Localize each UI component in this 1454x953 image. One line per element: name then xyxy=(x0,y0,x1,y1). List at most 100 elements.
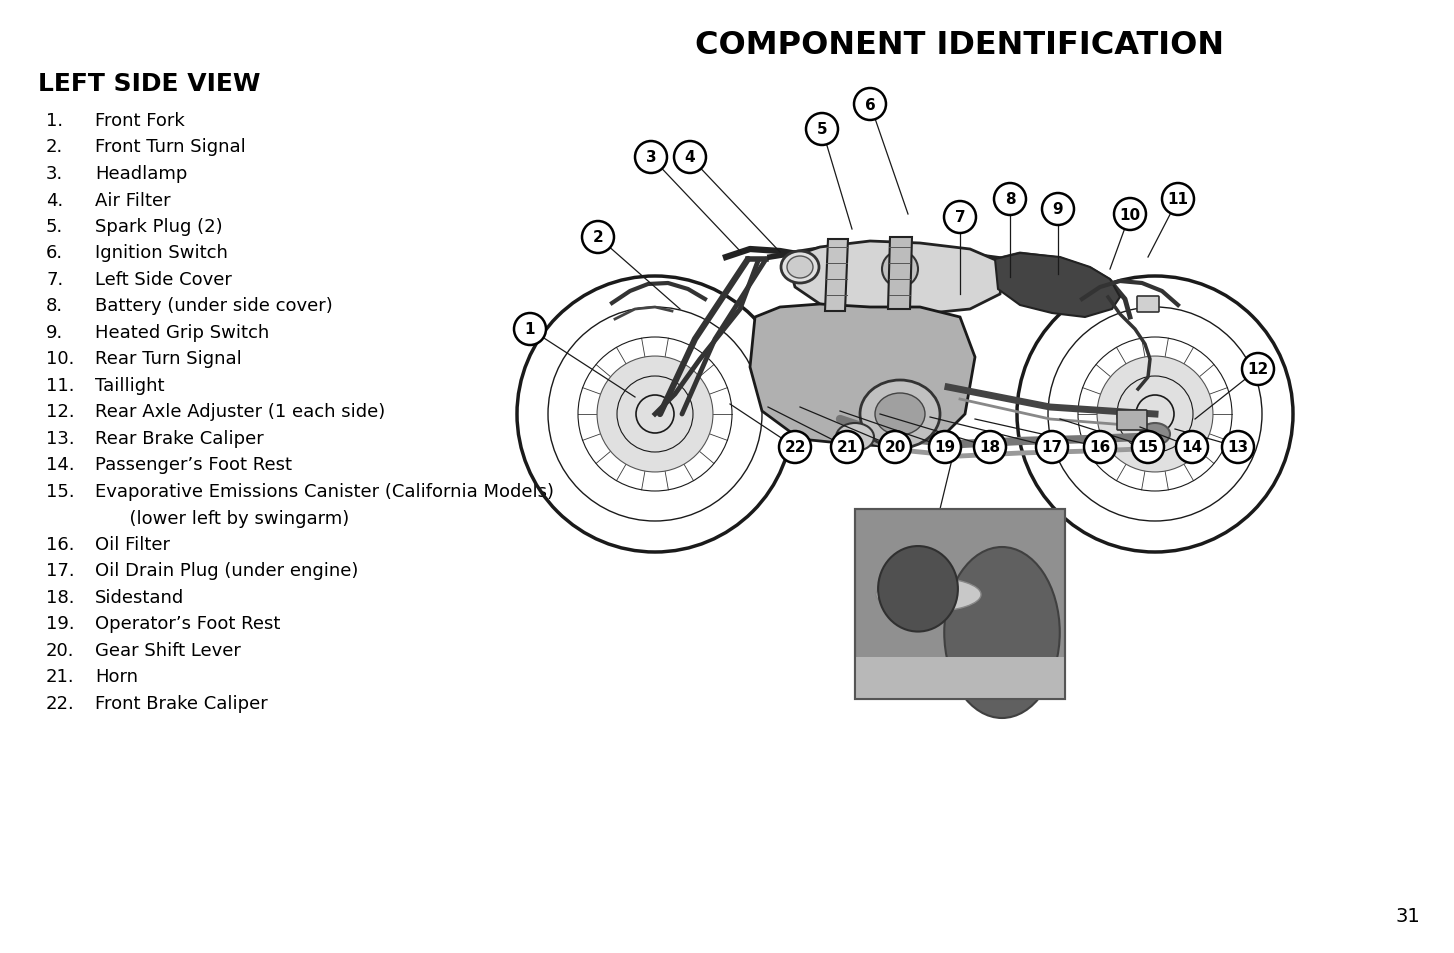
Text: 2.: 2. xyxy=(47,138,64,156)
Text: Ignition Switch: Ignition Switch xyxy=(95,244,228,262)
Circle shape xyxy=(1242,354,1274,386)
Text: 5: 5 xyxy=(817,122,827,137)
Text: 4.: 4. xyxy=(47,192,64,210)
Text: 7: 7 xyxy=(955,211,965,225)
Text: (lower left by swingarm): (lower left by swingarm) xyxy=(95,509,349,527)
Ellipse shape xyxy=(875,394,925,436)
Ellipse shape xyxy=(859,380,939,449)
Text: Evaporative Emissions Canister (California Models): Evaporative Emissions Canister (Californ… xyxy=(95,482,554,500)
Text: 11.: 11. xyxy=(47,376,74,395)
Circle shape xyxy=(974,432,1006,463)
Text: 14.: 14. xyxy=(47,456,74,474)
Text: 1: 1 xyxy=(525,322,535,337)
Text: 7.: 7. xyxy=(47,271,64,289)
Text: Passenger’s Foot Rest: Passenger’s Foot Rest xyxy=(95,456,292,474)
Text: 1.: 1. xyxy=(47,112,63,130)
Text: 16: 16 xyxy=(1089,440,1111,455)
Polygon shape xyxy=(750,305,976,448)
Text: 2: 2 xyxy=(593,231,603,245)
Text: 6: 6 xyxy=(865,97,875,112)
Circle shape xyxy=(779,432,811,463)
Text: 10.: 10. xyxy=(47,350,74,368)
Circle shape xyxy=(1114,199,1146,231)
Text: Rear Brake Caliper: Rear Brake Caliper xyxy=(95,430,263,448)
Text: Spark Plug (2): Spark Plug (2) xyxy=(95,218,222,235)
Text: LEFT SIDE VIEW: LEFT SIDE VIEW xyxy=(38,71,260,96)
Circle shape xyxy=(1221,432,1253,463)
Text: 16.: 16. xyxy=(47,536,74,554)
Text: 3.: 3. xyxy=(47,165,64,183)
Text: 20.: 20. xyxy=(47,641,74,659)
Text: Rear Turn Signal: Rear Turn Signal xyxy=(95,350,241,368)
Text: 3: 3 xyxy=(646,151,656,165)
FancyBboxPatch shape xyxy=(1137,296,1159,313)
Circle shape xyxy=(1133,432,1165,463)
Circle shape xyxy=(635,142,667,173)
FancyBboxPatch shape xyxy=(1117,411,1147,431)
Text: Sidestand: Sidestand xyxy=(95,588,185,606)
Circle shape xyxy=(883,252,917,288)
Polygon shape xyxy=(824,240,848,312)
Circle shape xyxy=(1096,356,1213,473)
Circle shape xyxy=(880,432,912,463)
Bar xyxy=(855,658,1064,700)
Polygon shape xyxy=(888,237,912,310)
Text: 15.: 15. xyxy=(47,482,74,500)
Text: Front Brake Caliper: Front Brake Caliper xyxy=(95,695,268,712)
Text: 21: 21 xyxy=(836,440,858,455)
Text: Headlamp: Headlamp xyxy=(95,165,188,183)
Ellipse shape xyxy=(836,423,874,452)
Circle shape xyxy=(929,432,961,463)
Ellipse shape xyxy=(878,546,958,632)
Text: 8: 8 xyxy=(1005,193,1015,208)
Circle shape xyxy=(1037,432,1069,463)
Text: 20: 20 xyxy=(884,440,906,455)
Text: 19: 19 xyxy=(935,440,955,455)
Text: Front Turn Signal: Front Turn Signal xyxy=(95,138,246,156)
Text: 22.: 22. xyxy=(47,695,74,712)
Text: Gear Shift Lever: Gear Shift Lever xyxy=(95,641,241,659)
Text: 12.: 12. xyxy=(47,403,74,421)
Circle shape xyxy=(1176,432,1208,463)
Text: COMPONENT IDENTIFICATION: COMPONENT IDENTIFICATION xyxy=(695,30,1224,61)
Text: 13.: 13. xyxy=(47,430,74,448)
Text: 4: 4 xyxy=(685,151,695,165)
Text: 18.: 18. xyxy=(47,588,74,606)
Text: Battery (under side cover): Battery (under side cover) xyxy=(95,297,333,315)
Text: 9.: 9. xyxy=(47,324,64,341)
Text: 19.: 19. xyxy=(47,615,74,633)
Circle shape xyxy=(944,202,976,233)
Text: 12: 12 xyxy=(1248,362,1269,377)
Text: 6.: 6. xyxy=(47,244,63,262)
Text: Front Fork: Front Fork xyxy=(95,112,185,130)
Ellipse shape xyxy=(781,252,819,284)
Text: Left Side Cover: Left Side Cover xyxy=(95,271,231,289)
Bar xyxy=(855,510,1064,700)
Circle shape xyxy=(1085,432,1117,463)
Text: 11: 11 xyxy=(1168,193,1188,208)
Text: 17: 17 xyxy=(1041,440,1063,455)
Text: 8.: 8. xyxy=(47,297,63,315)
Text: Air Filter: Air Filter xyxy=(95,192,170,210)
Ellipse shape xyxy=(787,256,813,278)
Text: 13: 13 xyxy=(1227,440,1249,455)
Circle shape xyxy=(1043,193,1075,226)
Ellipse shape xyxy=(875,578,981,612)
Bar xyxy=(855,510,1064,700)
Circle shape xyxy=(995,184,1027,215)
Circle shape xyxy=(1162,184,1194,215)
Circle shape xyxy=(675,142,707,173)
Text: 17.: 17. xyxy=(47,562,74,579)
Circle shape xyxy=(515,314,547,346)
Circle shape xyxy=(806,113,838,146)
Text: 18: 18 xyxy=(980,440,1000,455)
Text: 31: 31 xyxy=(1396,906,1421,925)
Text: Operator’s Foot Rest: Operator’s Foot Rest xyxy=(95,615,281,633)
Text: Oil Filter: Oil Filter xyxy=(95,536,170,554)
Text: Taillight: Taillight xyxy=(95,376,164,395)
Text: 22: 22 xyxy=(784,440,806,455)
Polygon shape xyxy=(995,253,1120,317)
Circle shape xyxy=(853,89,885,121)
Circle shape xyxy=(832,432,864,463)
Ellipse shape xyxy=(1140,423,1170,446)
